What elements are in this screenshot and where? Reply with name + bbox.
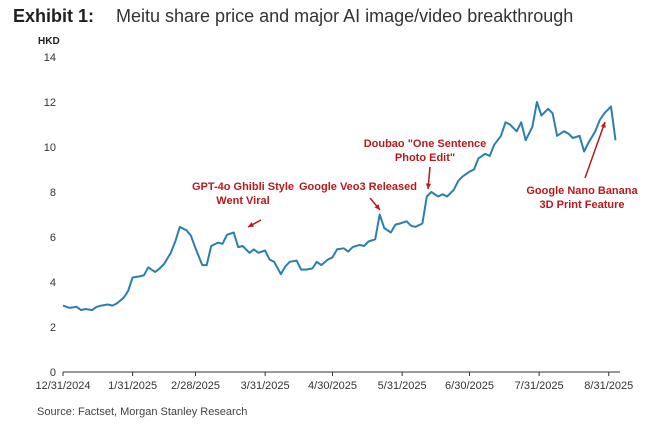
annotation-arrowhead <box>600 122 606 128</box>
x-tick-label: 3/31/2025 <box>241 380 290 392</box>
chart-header: Exhibit 1: Meitu share price and major AI… <box>13 6 573 27</box>
chart-title: Meitu share price and major AI image/vid… <box>116 6 574 26</box>
y-tick-label: 4 <box>50 277 56 289</box>
annotation-line: 3D Print Feature <box>540 199 625 211</box>
annotation-label: GPT-4o Ghibli Style Went Viral <box>192 181 294 207</box>
annotation-arrowhead <box>425 183 432 189</box>
y-tick-label: 8 <box>50 187 56 199</box>
annotation-arrowhead <box>374 204 380 210</box>
annotation-line: Google Nano Banana <box>526 185 638 197</box>
annotation-arrow <box>584 121 606 179</box>
y-axis-unit-label: HKD <box>38 36 60 47</box>
exhibit-label: Exhibit 1: <box>13 6 95 26</box>
annotation-line: Photo Edit" <box>395 152 455 164</box>
annotation-label: Doubao "One Sentence Photo Edit" <box>364 138 487 164</box>
y-tick-label: 10 <box>44 142 56 154</box>
annotation-line: Google Veo3 Released <box>299 181 417 193</box>
x-tick-label: 12/31/2024 <box>35 380 90 392</box>
y-tick-label: 14 <box>44 52 56 64</box>
annotation-arrowhead <box>248 222 254 227</box>
x-tick-label: 7/31/2025 <box>515 380 564 392</box>
y-tick-label: 6 <box>50 232 56 244</box>
y-tick-label: 12 <box>44 97 56 109</box>
x-tick-label: 1/31/2025 <box>108 380 157 392</box>
annotation-label: Google Nano Banana 3D Print Feature <box>526 185 638 211</box>
x-tick-label: 6/30/2025 <box>445 380 494 392</box>
x-tick-label: 8/31/2025 <box>584 380 633 392</box>
y-tick-label: 2 <box>50 322 56 334</box>
x-tick-label: 4/30/2025 <box>308 380 357 392</box>
annotation-line: GPT-4o Ghibli Style <box>192 181 294 193</box>
source-note: Source: Factset, Morgan Stanley Research <box>37 406 248 418</box>
price-line <box>62 101 617 312</box>
x-tick-label: 2/28/2025 <box>171 380 220 392</box>
annotation-line: Went Viral <box>216 195 269 207</box>
annotation-line: Doubao "One Sentence <box>364 138 487 150</box>
x-tick-label: 5/31/2025 <box>378 380 427 392</box>
annotation-label: Google Veo3 Released <box>299 181 417 193</box>
y-tick-label: 0 <box>50 367 56 379</box>
